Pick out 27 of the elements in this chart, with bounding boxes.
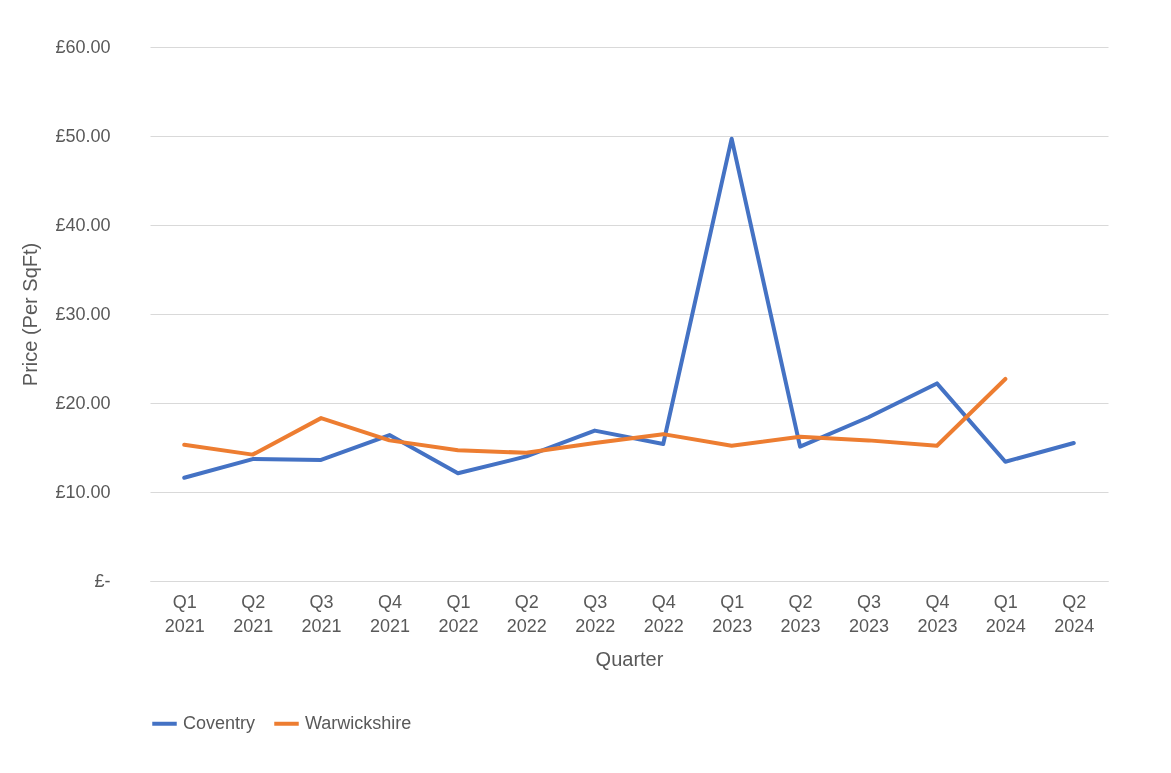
x-tick-label: Q3 2022 [575,591,616,636]
x-tick-label: Q3 2021 [301,591,342,636]
y-tick-label: £20.00 [55,392,111,413]
x-axis-title: Quarter [595,647,664,670]
x-tick-label: Q1 2022 [438,591,479,636]
y-tick-label: £30.00 [55,303,111,324]
line-series [182,376,1008,457]
x-tick-label: Q4 2023 [917,591,958,636]
x-tick-label: Q2 2024 [1054,591,1095,636]
x-tick-label: Q2 2021 [233,591,274,636]
x-tick-label: Q4 2021 [369,591,411,636]
x-tick-label: Q2 2023 [780,591,821,636]
legend-label: Coventry [183,712,256,733]
y-tick-label: £50.00 [55,125,111,146]
x-tick-label: Q1 2021 [164,591,205,636]
y-tick-label: £10.00 [55,481,111,502]
x-tick-label: Q4 2022 [643,591,684,636]
y-tick-label: £60.00 [55,36,111,57]
line-series [182,136,1076,480]
y-tick-label: £- [94,570,111,591]
x-tick-label: Q2 2022 [506,591,547,636]
y-axis-title: Price (Per SqFt) [19,242,42,387]
x-tick-label: Q1 2023 [712,591,753,636]
legend-label: Warwickshire [305,712,412,733]
x-tick-label: Q3 2023 [848,591,890,636]
y-tick-label: £40.00 [55,214,111,235]
x-tick-label: Q1 2024 [985,591,1026,636]
